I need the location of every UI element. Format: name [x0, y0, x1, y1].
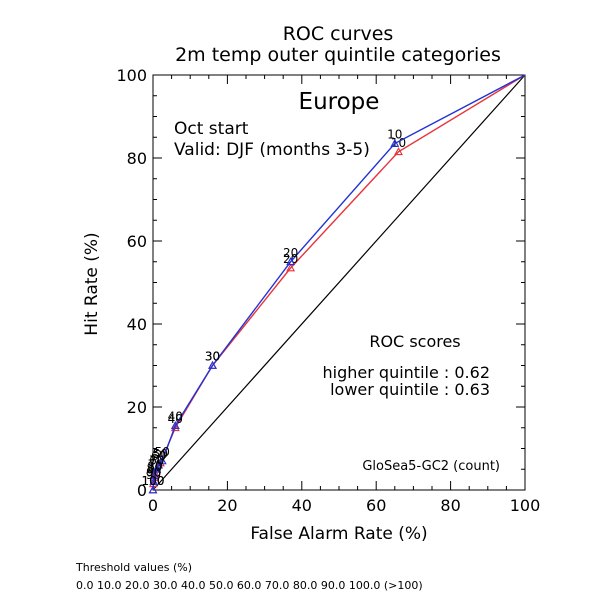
data-point-marker [170, 423, 180, 432]
valid-period-label: Valid: DJF (months 3-5) [174, 140, 370, 160]
threshold-point-label: 70 [149, 453, 164, 467]
diagonal-line [152, 74, 526, 491]
data-point-marker [390, 138, 400, 147]
threshold-point-label: 20 [283, 246, 298, 260]
data-point-marker [149, 477, 159, 486]
threshold-point-label: 80 [147, 459, 162, 473]
chart-title-line1: ROC curves [283, 23, 394, 45]
x-axis-label: False Alarm Rate (%) [250, 524, 427, 544]
x-axis-ticks: 0 20 40 60 80 100 [148, 75, 540, 515]
chart-title-line2: 2m temp outer quintile categories [175, 44, 501, 66]
data-point-marker [148, 485, 158, 494]
threshold-title: Threshold values (%) [75, 561, 192, 574]
threshold-point-label: 50 [155, 445, 170, 459]
x-tick-label: 60 [366, 496, 386, 515]
higher-quintile-score: higher quintile : 0.62 [323, 363, 490, 382]
lower-quintile-score: lower quintile : 0.63 [330, 380, 490, 399]
data-point-marker [157, 456, 167, 465]
data-point-marker [286, 263, 296, 272]
threshold-point-label: 40 [168, 412, 183, 426]
y-tick-label: 100 [116, 66, 147, 85]
data-point-marker [170, 421, 180, 430]
y-tick-label: 40 [127, 315, 147, 334]
threshold-values: 0.0 10.0 20.0 30.0 40.0 50.0 60.0 70.0 8… [76, 579, 423, 592]
no-skill-diagonal [152, 74, 526, 491]
threshold-point-label: 10 [387, 127, 402, 141]
y-tick-label: 0 [137, 481, 147, 500]
y-axis-label: Hit Rate (%) [82, 232, 102, 335]
x-tick-label: 20 [217, 496, 237, 515]
data-point-marker [150, 470, 160, 479]
data-point-marker [154, 460, 164, 469]
data-point-marker [394, 147, 403, 156]
data-point-marker [208, 360, 217, 369]
start-month-label: Oct start [174, 119, 249, 139]
threshold-point-label: 40 [168, 410, 183, 424]
x-tick-label: 100 [510, 496, 541, 515]
threshold-point-label: 60 [151, 449, 166, 463]
data-point-marker [286, 257, 296, 266]
y-tick-label: 20 [127, 398, 147, 417]
threshold-point-label: 100 [142, 474, 165, 488]
region-label: Europe [299, 89, 380, 115]
x-tick-label: 40 [292, 496, 312, 515]
y-tick-label: 80 [127, 149, 147, 168]
threshold-point-label: 100 [142, 474, 165, 488]
y-tick-label: 60 [127, 232, 147, 251]
x-tick-label: 80 [440, 496, 460, 515]
x-tick-label: 0 [148, 496, 158, 515]
threshold-point-label: 90 [146, 466, 161, 480]
roc-scores-title: ROC scores [369, 332, 460, 351]
series-line [152, 74, 526, 491]
data-point-marker [152, 464, 162, 473]
model-name-label: GloSea5-GC2 (count) [362, 459, 500, 474]
threshold-point-label: 30 [205, 350, 220, 364]
